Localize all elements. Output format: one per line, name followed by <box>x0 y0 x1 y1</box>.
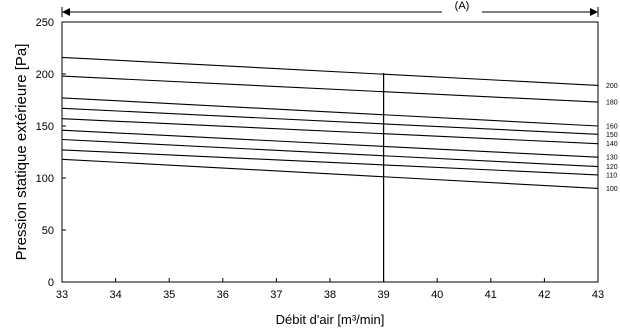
series-label-150: 150 <box>606 132 618 139</box>
series-line-100 <box>61 158 599 189</box>
series-line-140 <box>61 118 599 145</box>
x-tick-label: 42 <box>538 289 550 301</box>
series-label-120: 120 <box>606 164 618 171</box>
x-axis-ticks: 33 34 35 36 37 38 39 40 41 42 43 <box>56 278 604 301</box>
x-tick-label: 40 <box>431 289 443 301</box>
x-tick-label: 41 <box>485 289 497 301</box>
annotations: (A) <box>61 0 599 282</box>
series-line-120 <box>61 138 599 168</box>
series-label-100: 100 <box>606 186 618 193</box>
y-tick-label: 50 <box>42 225 54 237</box>
x-axis-title: Débit d'air [m³/min] <box>276 312 385 327</box>
series-label-160: 160 <box>606 124 618 131</box>
y-tick-label: 200 <box>36 69 54 81</box>
x-tick-label: 38 <box>324 289 336 301</box>
y-tick-label: 150 <box>36 121 54 133</box>
y-axis-ticks: 0 50 100 150 200 250 <box>36 17 66 289</box>
series-line-200 <box>61 56 599 86</box>
series-label-130: 130 <box>606 155 618 162</box>
series-lines <box>61 56 599 189</box>
plot-frame <box>61 21 599 283</box>
series-line-130 <box>61 129 599 158</box>
series-line-160 <box>61 97 599 127</box>
x-tick-label: 34 <box>109 289 121 301</box>
y-tick-label: 100 <box>36 173 54 185</box>
series-line-180 <box>61 75 599 103</box>
series-label-110: 110 <box>606 172 617 179</box>
range-label-bg <box>442 2 482 14</box>
x-tick-label: 39 <box>377 289 389 301</box>
x-tick-label: 36 <box>217 289 229 301</box>
x-tick-label: 35 <box>163 289 175 301</box>
series-label-140: 140 <box>606 141 618 148</box>
y-tick-label: 250 <box>36 17 54 29</box>
series-label-200: 200 <box>606 83 618 90</box>
series-line-110 <box>61 149 599 176</box>
x-tick-label: 43 <box>592 289 604 301</box>
y-tick-label: 0 <box>48 277 54 289</box>
x-tick-label: 37 <box>270 289 282 301</box>
y-axis-title: Pression statique extérieure [Pa] <box>13 44 30 261</box>
range-label: (A) <box>455 0 470 12</box>
x-tick-label: 33 <box>56 289 68 301</box>
series-label-180: 180 <box>606 100 618 107</box>
series-line-150 <box>61 107 599 135</box>
